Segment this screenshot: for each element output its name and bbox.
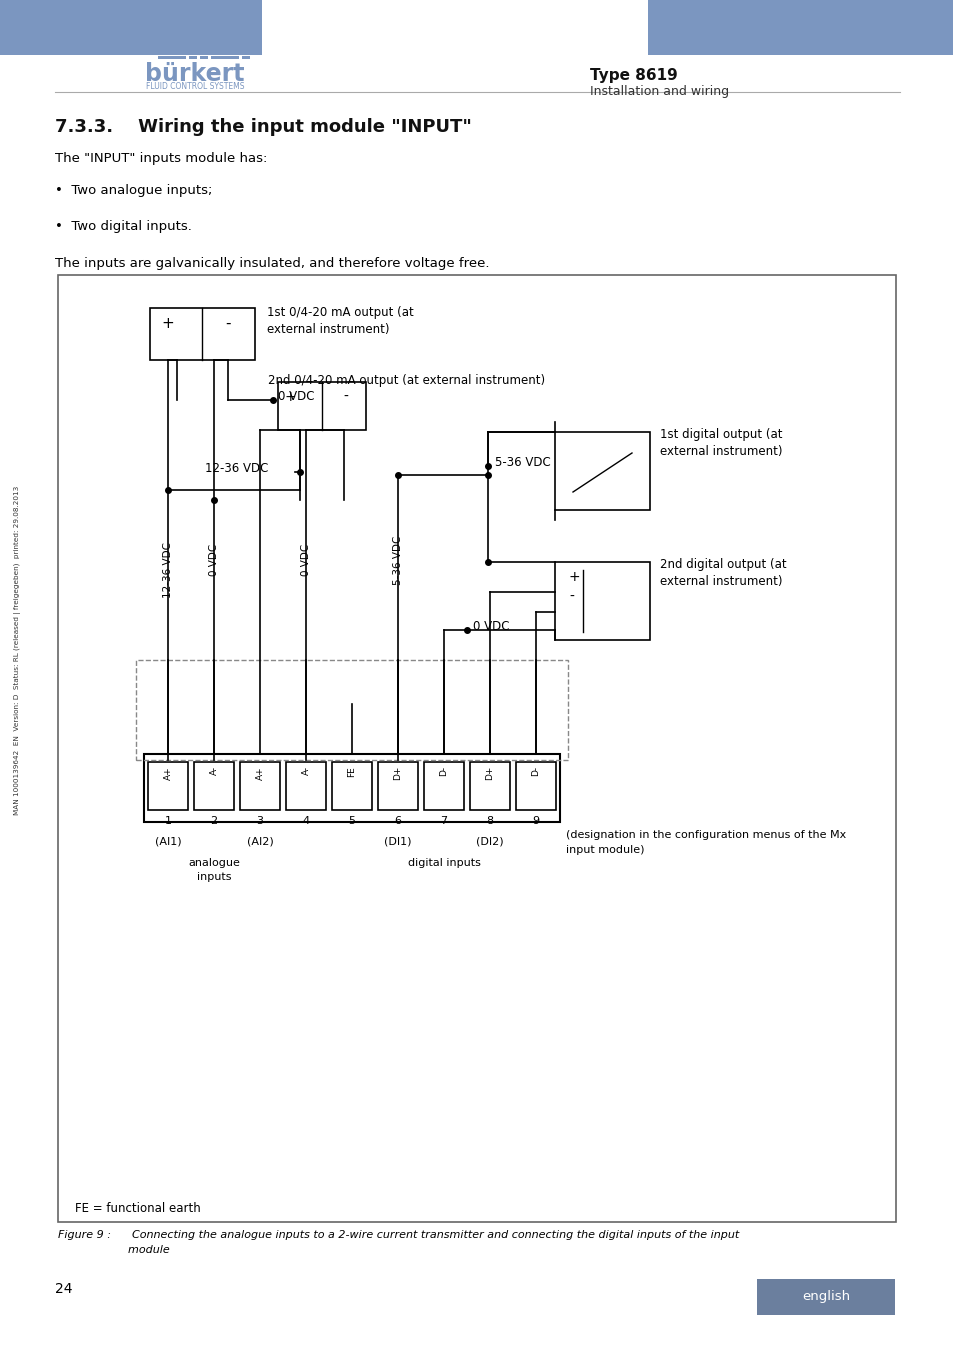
Bar — [423, 761, 463, 810]
Text: D+: D+ — [393, 765, 402, 780]
Text: -: - — [568, 590, 574, 603]
Text: 9: 9 — [532, 815, 539, 826]
Text: D-: D- — [531, 765, 540, 776]
Text: 3: 3 — [256, 815, 263, 826]
Bar — [516, 761, 556, 810]
Text: A+: A+ — [255, 765, 264, 780]
Text: The "INPUT" inputs module has:: The "INPUT" inputs module has: — [55, 153, 267, 165]
Text: english: english — [801, 1291, 849, 1303]
Text: •  Two digital inputs.: • Two digital inputs. — [55, 220, 192, 234]
Text: module: module — [58, 1245, 170, 1256]
Text: 0 VDC: 0 VDC — [301, 544, 311, 576]
Bar — [136, 660, 567, 760]
Text: 4: 4 — [302, 815, 309, 826]
Text: +: + — [161, 316, 174, 331]
Text: bürkert: bürkert — [145, 62, 245, 86]
Bar — [647, 0, 953, 55]
Text: 12-36 VDC: 12-36 VDC — [163, 541, 172, 598]
Text: Figure 9 :      Connecting the analogue inputs to a 2-wire current transmitter a: Figure 9 : Connecting the analogue input… — [58, 1230, 739, 1241]
Text: A-: A- — [210, 765, 218, 775]
Text: (AI2): (AI2) — [247, 836, 274, 846]
Text: 12-36 VDC: 12-36 VDC — [205, 462, 268, 474]
Bar — [332, 761, 372, 810]
Text: 7: 7 — [440, 815, 447, 826]
Text: D+: D+ — [485, 765, 494, 780]
Text: inputs: inputs — [196, 872, 231, 882]
Bar — [470, 761, 510, 810]
Bar — [240, 761, 280, 810]
Text: 5-36 VDC: 5-36 VDC — [495, 455, 550, 468]
Text: external instrument): external instrument) — [267, 323, 389, 336]
Bar — [377, 761, 417, 810]
Text: FE = functional earth: FE = functional earth — [75, 1202, 200, 1215]
Text: A+: A+ — [163, 765, 172, 780]
Text: 24: 24 — [55, 1282, 72, 1296]
Text: input module): input module) — [565, 845, 644, 855]
Text: 6: 6 — [395, 815, 401, 826]
Bar — [148, 761, 188, 810]
Text: A-: A- — [301, 765, 310, 775]
Text: D-: D- — [439, 765, 448, 776]
Text: FLUID CONTROL SYSTEMS: FLUID CONTROL SYSTEMS — [146, 82, 244, 90]
Bar — [0, 0, 262, 55]
Text: •  Two analogue inputs;: • Two analogue inputs; — [55, 184, 213, 197]
Text: analogue: analogue — [188, 859, 240, 868]
Text: 8: 8 — [486, 815, 493, 826]
Bar — [555, 432, 649, 510]
Text: 5-36 VDC: 5-36 VDC — [393, 536, 402, 585]
Text: 7.3.3.    Wiring the input module "INPUT": 7.3.3. Wiring the input module "INPUT" — [55, 117, 472, 136]
Bar — [286, 761, 326, 810]
Text: (DI2): (DI2) — [476, 836, 503, 846]
Text: FE: FE — [347, 765, 356, 776]
Text: 2nd 0/4-20 mA output (at external instrument): 2nd 0/4-20 mA output (at external instru… — [268, 374, 544, 387]
Text: Installation and wiring: Installation and wiring — [589, 85, 728, 99]
Text: (AI1): (AI1) — [154, 836, 181, 846]
Text: 0 VDC: 0 VDC — [277, 390, 314, 402]
Bar — [555, 562, 649, 640]
Text: 1st 0/4-20 mA output (at: 1st 0/4-20 mA output (at — [267, 306, 414, 319]
Text: +: + — [568, 570, 580, 585]
Text: 1st digital output (at: 1st digital output (at — [659, 428, 781, 441]
Bar — [242, 55, 250, 59]
Bar — [193, 761, 233, 810]
Text: 0 VDC: 0 VDC — [473, 620, 509, 633]
Text: 1: 1 — [164, 815, 172, 826]
Text: (designation in the configuration menus of the Mx: (designation in the configuration menus … — [565, 830, 845, 840]
Text: external instrument): external instrument) — [659, 575, 781, 589]
Text: (DI1): (DI1) — [384, 836, 412, 846]
Bar — [144, 755, 559, 822]
Text: Type 8619: Type 8619 — [589, 68, 677, 82]
Text: digital inputs: digital inputs — [407, 859, 480, 868]
Text: MAN 1000139642  EN  Version: D  Status: RL (released | freigegeben)  printed: 29: MAN 1000139642 EN Version: D Status: RL … — [14, 486, 22, 814]
Text: -: - — [225, 316, 231, 331]
Text: +: + — [284, 390, 295, 404]
Bar — [58, 275, 895, 1222]
Bar — [189, 55, 196, 59]
Bar — [211, 55, 239, 59]
Text: 2nd digital output (at: 2nd digital output (at — [659, 558, 786, 571]
Bar — [150, 308, 254, 360]
Bar — [277, 382, 366, 431]
Bar — [200, 55, 208, 59]
Text: The inputs are galvanically insulated, and therefore voltage free.: The inputs are galvanically insulated, a… — [55, 256, 489, 270]
Text: 0 VDC: 0 VDC — [209, 544, 219, 576]
Text: external instrument): external instrument) — [659, 446, 781, 458]
Bar — [158, 55, 186, 59]
Text: 2: 2 — [211, 815, 217, 826]
Text: -: - — [343, 390, 348, 404]
Bar — [757, 1278, 894, 1315]
Text: 5: 5 — [348, 815, 355, 826]
